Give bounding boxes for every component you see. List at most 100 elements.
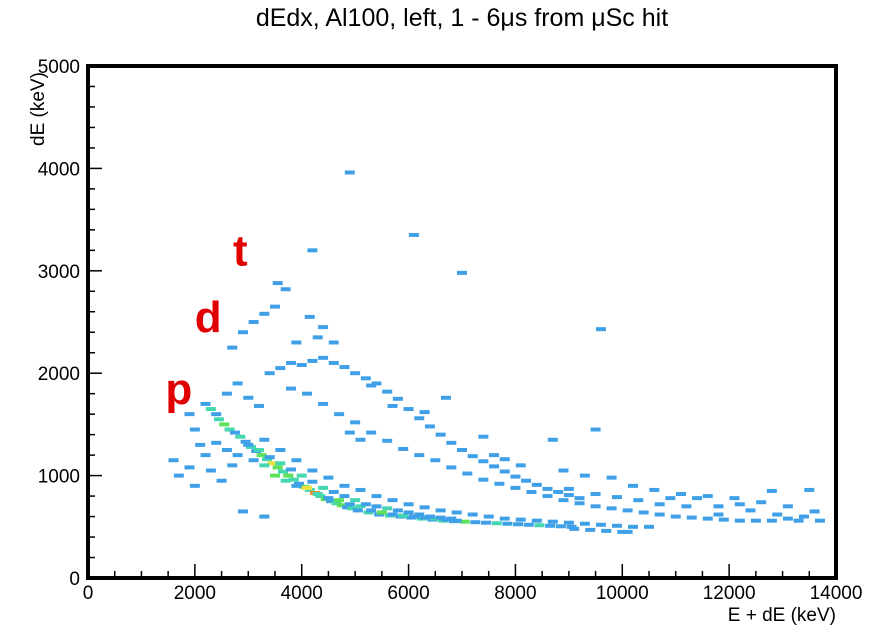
data-bin bbox=[553, 489, 564, 494]
data-bin bbox=[489, 464, 500, 469]
data-bin bbox=[387, 403, 398, 408]
data-bin bbox=[424, 424, 435, 429]
data-bin bbox=[256, 453, 267, 458]
data-bin bbox=[328, 489, 339, 494]
data-bin bbox=[307, 358, 318, 363]
data-bin bbox=[267, 461, 278, 466]
data-bin bbox=[414, 416, 425, 421]
data-bin bbox=[355, 437, 366, 442]
data-bin bbox=[264, 371, 275, 376]
data-bin bbox=[622, 529, 633, 534]
data-bin bbox=[291, 458, 302, 463]
data-bin bbox=[334, 498, 345, 503]
data-bin bbox=[491, 521, 502, 526]
data-bin bbox=[534, 523, 545, 528]
data-bin bbox=[371, 504, 382, 509]
data-bin bbox=[627, 524, 638, 529]
data-bin bbox=[756, 500, 767, 505]
data-bin bbox=[515, 517, 526, 522]
particle-label-p: p bbox=[165, 365, 192, 414]
data-bin bbox=[499, 469, 510, 474]
data-bin bbox=[342, 505, 353, 510]
data-bin bbox=[606, 475, 617, 480]
data-bin bbox=[670, 514, 681, 519]
data-bin bbox=[793, 518, 804, 523]
data-bin bbox=[398, 446, 409, 451]
data-bin bbox=[371, 381, 382, 386]
data-bin bbox=[513, 522, 524, 527]
data-bin bbox=[419, 505, 430, 510]
data-bin bbox=[328, 340, 339, 345]
data-bin bbox=[408, 514, 419, 519]
data-bin bbox=[457, 270, 467, 275]
data-bin bbox=[510, 474, 521, 479]
data-bin bbox=[574, 501, 585, 506]
data-bin bbox=[294, 481, 305, 486]
data-bin bbox=[259, 437, 270, 442]
data-bin bbox=[270, 304, 280, 309]
x-tick-label: 2000 bbox=[174, 583, 216, 604]
data-bin bbox=[392, 508, 403, 513]
data-bin bbox=[382, 389, 393, 394]
data-bin bbox=[221, 391, 232, 396]
data-bin bbox=[280, 478, 291, 483]
data-bin bbox=[291, 483, 302, 488]
data-bin bbox=[772, 512, 783, 517]
data-bin bbox=[702, 494, 713, 499]
data-bin bbox=[814, 518, 825, 523]
data-bin bbox=[328, 360, 339, 365]
data-bin bbox=[403, 407, 414, 412]
data-bin bbox=[462, 471, 473, 476]
data-bin bbox=[189, 427, 200, 432]
data-bin bbox=[221, 448, 232, 452]
data-bin bbox=[734, 502, 745, 507]
data-bin bbox=[307, 479, 318, 484]
data-bin bbox=[483, 514, 494, 519]
data-bin bbox=[654, 512, 665, 517]
data-bin bbox=[318, 485, 329, 490]
data-bin bbox=[595, 522, 606, 527]
data-bin bbox=[569, 526, 580, 531]
data-bin bbox=[283, 473, 294, 478]
data-bin bbox=[237, 509, 248, 514]
data-bin bbox=[382, 438, 393, 443]
data-bin bbox=[347, 506, 358, 511]
data-bin bbox=[440, 395, 451, 400]
data-bin bbox=[467, 512, 478, 517]
data-bin bbox=[237, 330, 248, 335]
data-bin bbox=[649, 487, 660, 492]
axis-ticks bbox=[87, 65, 837, 579]
data-bin bbox=[676, 492, 687, 497]
data-bin bbox=[398, 513, 409, 518]
data-bin bbox=[729, 496, 740, 501]
data-bin bbox=[542, 486, 553, 491]
data-bin bbox=[259, 514, 270, 519]
data-bin bbox=[307, 248, 318, 253]
data-bin bbox=[344, 430, 355, 435]
data-bin bbox=[403, 510, 414, 515]
data-bins bbox=[168, 170, 825, 534]
data-bin bbox=[665, 496, 676, 501]
data-bin bbox=[563, 486, 574, 491]
data-bin bbox=[574, 496, 585, 501]
data-bin bbox=[467, 454, 478, 459]
data-bin bbox=[318, 401, 329, 406]
data-bin bbox=[403, 502, 414, 507]
data-bin bbox=[286, 386, 297, 391]
data-bin bbox=[296, 473, 307, 478]
particle-annotations: pdt bbox=[165, 227, 248, 414]
data-bin bbox=[644, 524, 654, 529]
data-bin bbox=[205, 407, 216, 412]
data-bin bbox=[481, 520, 492, 525]
data-bin bbox=[318, 325, 329, 330]
data-bin bbox=[312, 492, 323, 497]
data-bin bbox=[531, 482, 542, 487]
data-bin bbox=[184, 412, 195, 417]
data-bin bbox=[547, 437, 558, 442]
data-bin bbox=[334, 412, 345, 417]
data-bin bbox=[419, 515, 430, 520]
data-bin bbox=[272, 281, 283, 286]
data-bin bbox=[782, 516, 793, 521]
chart-title: dEdx, Al100, left, 1 - 6μs from μSc hit bbox=[256, 4, 668, 32]
data-bin bbox=[235, 434, 246, 439]
